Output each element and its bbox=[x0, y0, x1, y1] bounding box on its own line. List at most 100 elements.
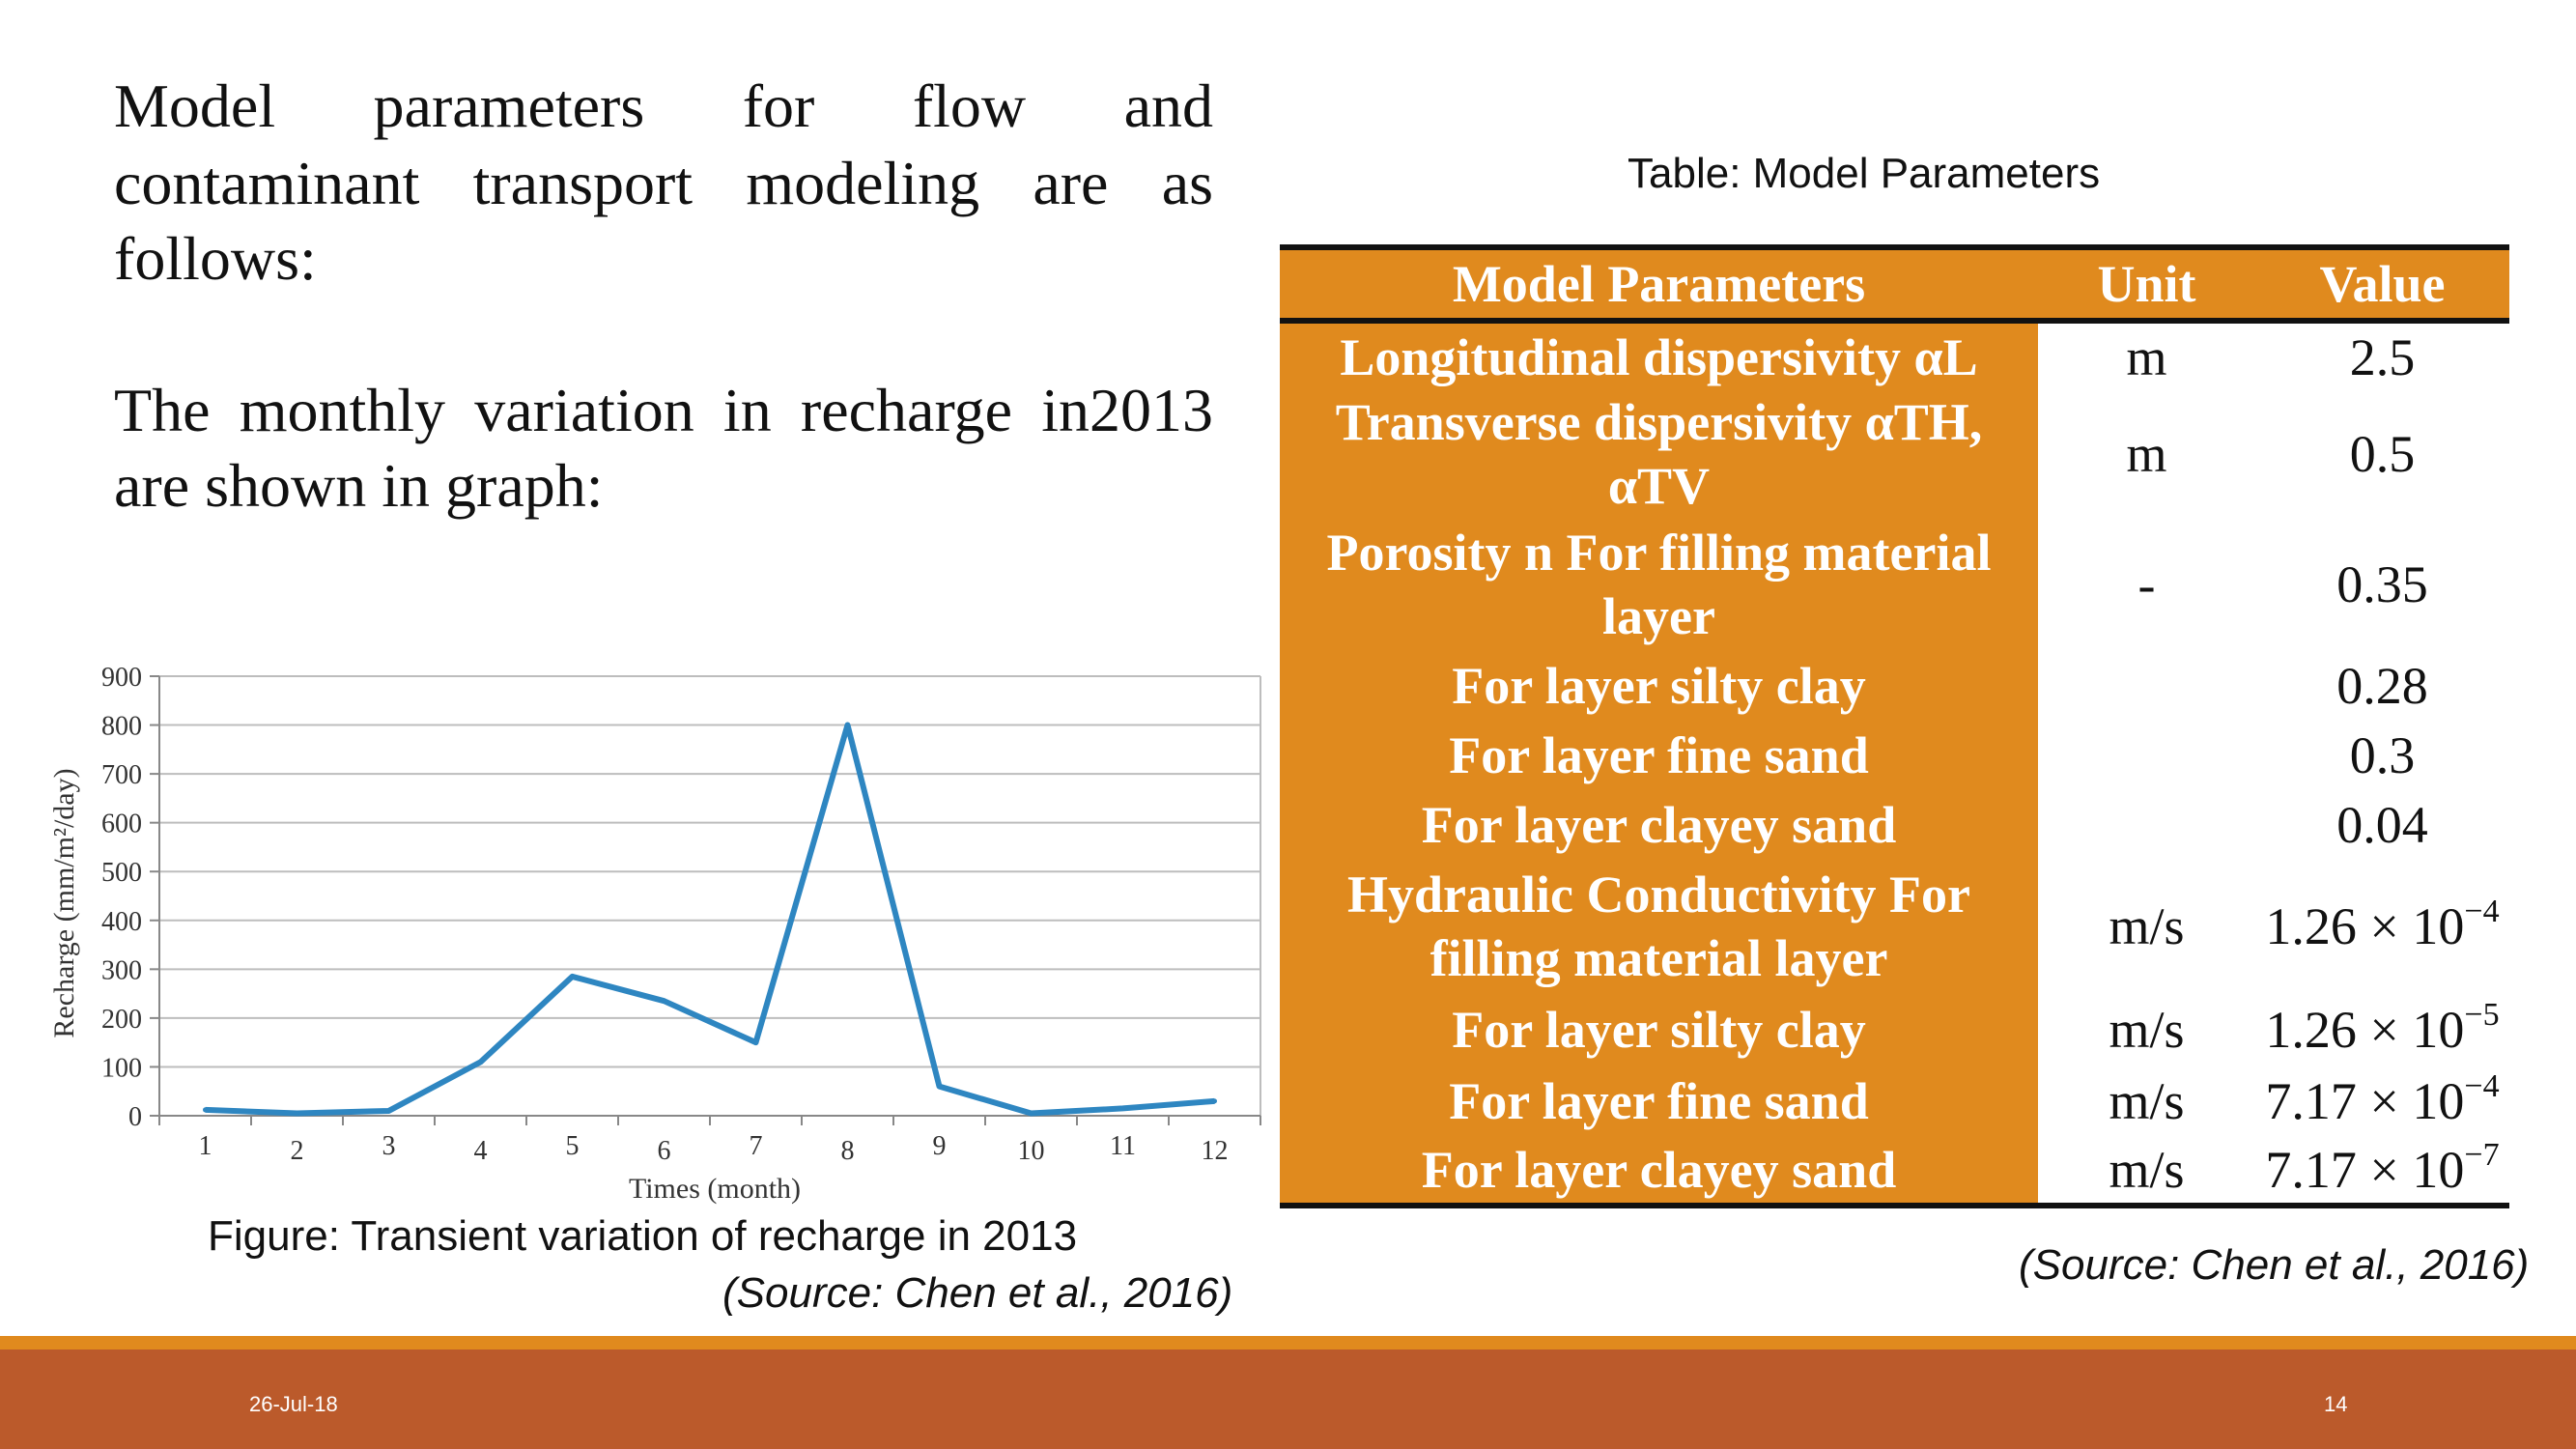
param-cell: Porosity n For filling material layer bbox=[1280, 518, 2038, 651]
table-row: For layer fine sand 0.3 bbox=[1280, 721, 2509, 790]
x-tick-label: 9 bbox=[933, 1131, 947, 1161]
value-cell: 0.5 bbox=[2349, 425, 2416, 483]
footer-date: 26-Jul-18 bbox=[249, 1392, 338, 1416]
unit-cell bbox=[2038, 651, 2255, 721]
param-cell: Transverse dispersivity αTH, αTV bbox=[1280, 390, 2038, 518]
value-cell: 1.26 × 10−4 bbox=[2255, 860, 2509, 993]
unit-cell bbox=[2038, 721, 2255, 790]
table-row: Hydraulic Conductivity For filling mater… bbox=[1280, 860, 2509, 993]
value-cell: 7.17 × 10−7 bbox=[2255, 1136, 2509, 1208]
header-unit: Unit bbox=[2038, 244, 2255, 324]
y-tick-label: 200 bbox=[101, 1005, 142, 1035]
chart-x-axis-label: Times (month) bbox=[629, 1173, 801, 1205]
value-base: 1.26 × 10 bbox=[2265, 897, 2465, 955]
intro-line-1: Model parameters for flow and bbox=[114, 71, 1213, 140]
intro-line-5: are shown in graph: bbox=[114, 451, 604, 520]
data-point bbox=[478, 1059, 483, 1065]
param-cell: For layer silty clay bbox=[1280, 651, 2038, 721]
y-tick-label: 800 bbox=[101, 712, 142, 742]
param-cell: For layer silty clay bbox=[1280, 993, 2038, 1066]
intro-line-2: contaminant transport modeling are as bbox=[114, 149, 1213, 217]
data-point bbox=[1029, 1110, 1033, 1116]
x-tick-label: 1 bbox=[199, 1131, 212, 1161]
param-cell: Hydraulic Conductivity For filling mater… bbox=[1280, 860, 2038, 993]
value-base: 7.17 × 10 bbox=[2265, 1072, 2465, 1130]
value-base: 1.26 × 10 bbox=[2265, 1001, 2465, 1059]
unit-cell: m/s bbox=[2038, 1136, 2255, 1208]
table-row: For layer clayey sand 0.04 bbox=[1280, 790, 2509, 860]
unit-cell: m/s bbox=[2109, 1001, 2185, 1059]
value-exponent: −4 bbox=[2464, 894, 2500, 929]
value-cell: 0.3 bbox=[2349, 726, 2416, 784]
unit-cell: - bbox=[2137, 555, 2156, 613]
footer-stripe bbox=[0, 1336, 2576, 1350]
model-parameters-table: Model Parameters Unit Value Longitudinal… bbox=[1280, 244, 2509, 1208]
y-tick-label: 600 bbox=[101, 810, 142, 839]
value-cell: 0.04 bbox=[2336, 796, 2428, 854]
chart-axes bbox=[150, 675, 1261, 1125]
chart-grid bbox=[159, 675, 1260, 1117]
figure-source: (Source: Chen et al., 2016) bbox=[722, 1269, 1233, 1317]
data-point bbox=[753, 1039, 758, 1045]
data-point bbox=[845, 723, 850, 728]
param-cell: Longitudinal dispersivity αL bbox=[1280, 321, 2038, 390]
y-tick-label: 900 bbox=[101, 663, 142, 693]
data-point bbox=[662, 998, 666, 1004]
value-cell: 0.28 bbox=[2336, 657, 2428, 715]
value-cell: 7.17 × 10−4 bbox=[2255, 1066, 2509, 1136]
table-row: For layer silty clay m/s 1.26 × 10−5 bbox=[1280, 993, 2509, 1066]
data-point bbox=[1212, 1098, 1217, 1104]
table-row: Porosity n For filling material layer - … bbox=[1280, 518, 2509, 651]
intro-line-3: follows: bbox=[114, 224, 317, 293]
unit-cell: m bbox=[2126, 327, 2167, 386]
table-row: For layer clayey sand m/s 7.17 × 10−7 bbox=[1280, 1136, 2509, 1208]
data-point bbox=[203, 1107, 208, 1113]
param-cell: For layer fine sand bbox=[1280, 1066, 2038, 1136]
y-tick-label: 0 bbox=[128, 1102, 142, 1132]
figure-caption: Figure: Transient variation of recharge … bbox=[208, 1212, 1078, 1260]
value-cell: 0.35 bbox=[2336, 555, 2428, 613]
x-tick-label: 3 bbox=[382, 1131, 396, 1161]
y-tick-label: 100 bbox=[101, 1053, 142, 1083]
value-cell: 1.26 × 10−5 bbox=[2255, 993, 2509, 1066]
y-tick-label: 300 bbox=[101, 955, 142, 985]
table-title: Table: Model Parameters bbox=[1628, 150, 2101, 197]
unit-cell: m bbox=[2126, 425, 2167, 483]
y-tick-label: 400 bbox=[101, 907, 142, 937]
data-point bbox=[937, 1084, 942, 1090]
header-model-parameters: Model Parameters bbox=[1280, 244, 2038, 324]
intro-line-4: The monthly variation in recharge in2013 bbox=[114, 376, 1213, 444]
data-point bbox=[1120, 1105, 1125, 1111]
data-point bbox=[386, 1108, 391, 1114]
param-cell: For layer clayey sand bbox=[1280, 790, 2038, 860]
x-tick-label: 2 bbox=[291, 1136, 304, 1166]
table-header-row: Model Parameters Unit Value bbox=[1280, 244, 2509, 324]
unit-cell: m/s bbox=[2109, 1072, 2185, 1130]
data-point bbox=[295, 1110, 299, 1116]
value-cell: 2.5 bbox=[2349, 327, 2416, 386]
value-exponent: −7 bbox=[2464, 1136, 2500, 1173]
unit-cell bbox=[2038, 790, 2255, 860]
data-point bbox=[570, 974, 575, 980]
x-tick-label: 5 bbox=[566, 1131, 580, 1161]
param-cell: For layer fine sand bbox=[1280, 721, 2038, 790]
y-tick-label: 700 bbox=[101, 760, 142, 790]
value-base: 7.17 × 10 bbox=[2265, 1140, 2465, 1199]
x-tick-label: 11 bbox=[1110, 1131, 1136, 1161]
chart-y-axis-label: Recharge (mm/m²/day) bbox=[48, 768, 80, 1037]
x-tick-label: 4 bbox=[474, 1136, 488, 1166]
footer-page-number: 14 bbox=[2324, 1392, 2348, 1416]
footer-band bbox=[0, 1350, 2576, 1449]
table-row: Transverse dispersivity αTH, αTV m 0.5 bbox=[1280, 390, 2509, 518]
chart-series bbox=[203, 722, 1217, 1117]
x-tick-label: 6 bbox=[658, 1136, 671, 1166]
value-exponent: −4 bbox=[2464, 1068, 2500, 1104]
table-row: For layer silty clay 0.28 bbox=[1280, 651, 2509, 721]
x-tick-label: 8 bbox=[841, 1136, 855, 1166]
value-exponent: −5 bbox=[2464, 997, 2500, 1033]
x-tick-label: 10 bbox=[1018, 1136, 1045, 1166]
table-row: Longitudinal dispersivity αL m 2.5 bbox=[1280, 321, 2509, 390]
header-value: Value bbox=[2255, 244, 2509, 324]
